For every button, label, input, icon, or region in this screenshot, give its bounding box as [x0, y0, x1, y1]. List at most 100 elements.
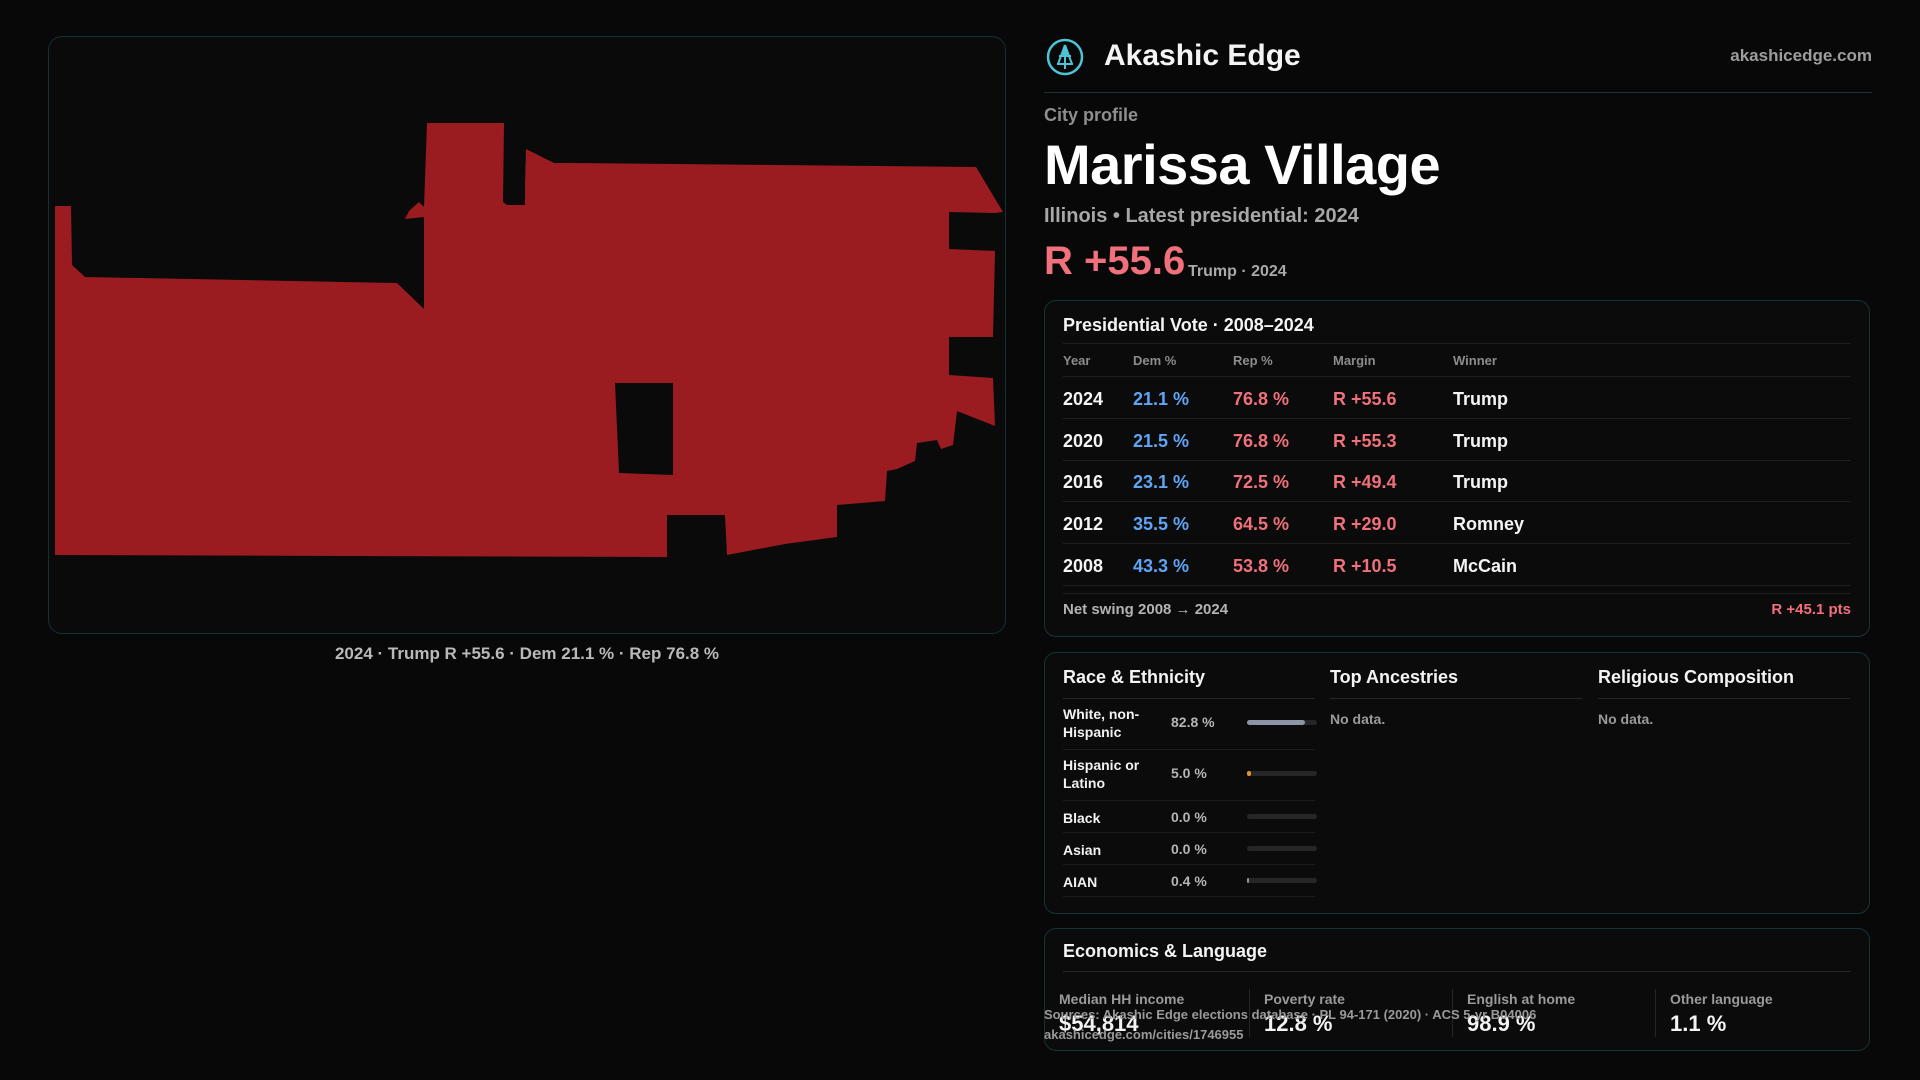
race-percent: 82.8 %: [1171, 714, 1215, 730]
row-year: 2024: [1063, 389, 1104, 409]
net-swing-label: Net swing 2008 → 2024: [1063, 601, 1229, 618]
net-swing-value: R +45.1 pts: [1771, 601, 1851, 618]
race-bar-fill: [1247, 771, 1251, 776]
race-label: Hispanic or Latino: [1063, 757, 1140, 791]
row-year: 2016: [1063, 472, 1104, 492]
stat-other-language: Other language 1.1 %: [1655, 989, 1841, 1037]
row-dem: 21.5 %: [1133, 431, 1190, 451]
stat-poverty-rate: Poverty rate 12.8 %: [1249, 989, 1435, 1037]
row-winner: Trump: [1453, 389, 1509, 409]
divider: [1063, 543, 1851, 544]
row-dem: 21.1 %: [1133, 389, 1190, 409]
race-bar-track: [1247, 814, 1317, 819]
footer-link[interactable]: akashicedge.com/cities/1746955: [1044, 1027, 1244, 1042]
row-margin: R +29.0: [1333, 514, 1397, 534]
economics-title: Economics & Language: [1063, 941, 1268, 961]
race-label: White, non-Hispanic: [1063, 706, 1140, 740]
row-winner: Romney: [1453, 514, 1525, 534]
header-rep: Rep %: [1233, 353, 1273, 368]
table-row: 2016 23.1 % 72.5 % R +49.4 Trump: [1063, 460, 1851, 502]
row-dem: 35.5 %: [1133, 514, 1190, 534]
table-row: 2012 35.5 % 64.5 % R +29.0 Romney: [1063, 502, 1851, 544]
race-row: White, non-Hispanic 82.8 %: [1063, 699, 1317, 750]
row-rep: 76.8 %: [1233, 389, 1290, 409]
divider: [1063, 501, 1851, 502]
row-dem: 23.1 %: [1133, 472, 1190, 492]
stat-value: 12.8 %: [1264, 1011, 1333, 1036]
race-row: Asian 0.0 %: [1063, 833, 1317, 865]
race-label: Black: [1063, 810, 1101, 826]
row-rep: 64.5 %: [1233, 514, 1290, 534]
race-bar-track: [1247, 720, 1317, 725]
race-percent: 5.0 %: [1171, 765, 1207, 781]
tree-emblem-icon: [1046, 38, 1084, 76]
table-row: 2020 21.5 % 76.8 % R +55.3 Trump: [1063, 419, 1851, 461]
religion-title: Religious Composition: [1598, 667, 1850, 699]
stat-label: Poverty rate: [1264, 991, 1345, 1007]
religion-section: Religious Composition No data.: [1598, 667, 1850, 727]
row-dem: 43.3 %: [1133, 556, 1190, 576]
row-margin: R +10.5: [1333, 556, 1397, 576]
race-row: Hispanic or Latino 5.0 %: [1063, 750, 1317, 801]
religion-empty: No data.: [1598, 711, 1654, 727]
vote-card-title: Presidential Vote · 2008–2024: [1063, 315, 1314, 335]
header-margin: Margin: [1333, 353, 1376, 368]
header-year: Year: [1063, 353, 1091, 368]
race-bar-track: [1247, 771, 1317, 776]
city-boundary-map: [55, 123, 1003, 557]
stat-english-at-home: English at home 98.9 %: [1452, 989, 1638, 1037]
race-bar-track: [1247, 878, 1317, 883]
row-rep: 76.8 %: [1233, 431, 1290, 451]
city-boundary-shape: [55, 123, 1003, 557]
headline-winner: Trump · 2024: [1188, 263, 1287, 280]
stat-label: Median HH income: [1059, 991, 1185, 1007]
race-percent: 0.0 %: [1171, 841, 1207, 857]
row-rep: 72.5 %: [1233, 472, 1290, 492]
ancestries-title: Top Ancestries: [1330, 667, 1582, 699]
divider: [1063, 460, 1851, 461]
race-section-title: Race & Ethnicity: [1063, 667, 1315, 699]
page-kicker: City profile: [1044, 105, 1139, 125]
header-winner: Winner: [1453, 353, 1497, 368]
economics-card: Economics & Language Median HH income $5…: [1044, 928, 1870, 1051]
stat-median-income: Median HH income $54,814: [1045, 989, 1230, 1037]
table-header-row: Year Dem % Rep % Margin Winner: [1063, 347, 1851, 389]
divider: [1063, 593, 1851, 594]
race-list: White, non-Hispanic 82.8 % Hispanic or L…: [1063, 699, 1317, 897]
race-bar-track: [1247, 846, 1317, 851]
race-percent: 0.0 %: [1171, 809, 1207, 825]
race-bar-fill: [1247, 878, 1250, 883]
demographics-card: Race & Ethnicity White, non-Hispanic 82.…: [1044, 652, 1870, 914]
row-year: 2012: [1063, 514, 1104, 534]
race-label: Asian: [1063, 842, 1102, 858]
divider: [1063, 585, 1851, 586]
page-footer: Sources: Akashic Edge elections database…: [1044, 1005, 1536, 1045]
ancestries-section: Top Ancestries No data.: [1330, 667, 1582, 727]
divider: [1063, 343, 1851, 344]
page-subtitle: Illinois • Latest presidential: 2024: [1044, 205, 1359, 227]
ancestries-empty: No data.: [1330, 711, 1386, 727]
race-label: AIAN: [1063, 874, 1098, 890]
stat-value: $54,814: [1059, 1011, 1139, 1036]
page-title: Marissa Village: [1044, 133, 1441, 196]
race-row: Black 0.0 %: [1063, 801, 1317, 833]
divider: [1063, 418, 1851, 419]
brand-name: Akashic Edge: [1104, 39, 1301, 72]
city-map-panel: [48, 36, 1006, 634]
race-row: AIAN 0.4 %: [1063, 865, 1317, 897]
race-bar-fill: [1247, 720, 1305, 725]
race-ethnicity-section: Race & Ethnicity White, non-Hispanic 82.…: [1063, 667, 1317, 897]
headline-margin: R +55.6: [1044, 239, 1186, 283]
table-row: 2008 43.3 % 53.8 % R +10.5 McCain: [1063, 544, 1851, 586]
brand-header: Akashic Edge akashicedge.com: [1044, 36, 1872, 93]
brand-url-link[interactable]: akashicedge.com: [1730, 46, 1872, 65]
row-year: 2008: [1063, 556, 1104, 576]
footer-sources: Sources: Akashic Edge elections database…: [1044, 1007, 1537, 1022]
presidential-vote-card: Presidential Vote · 2008–2024 Year Dem %…: [1044, 300, 1870, 637]
race-percent: 0.4 %: [1171, 873, 1207, 889]
row-year: 2020: [1063, 431, 1104, 451]
row-rep: 53.8 %: [1233, 556, 1290, 576]
stat-label: Other language: [1670, 991, 1773, 1007]
stat-value: 98.9 %: [1467, 1011, 1536, 1036]
divider: [1063, 971, 1851, 972]
